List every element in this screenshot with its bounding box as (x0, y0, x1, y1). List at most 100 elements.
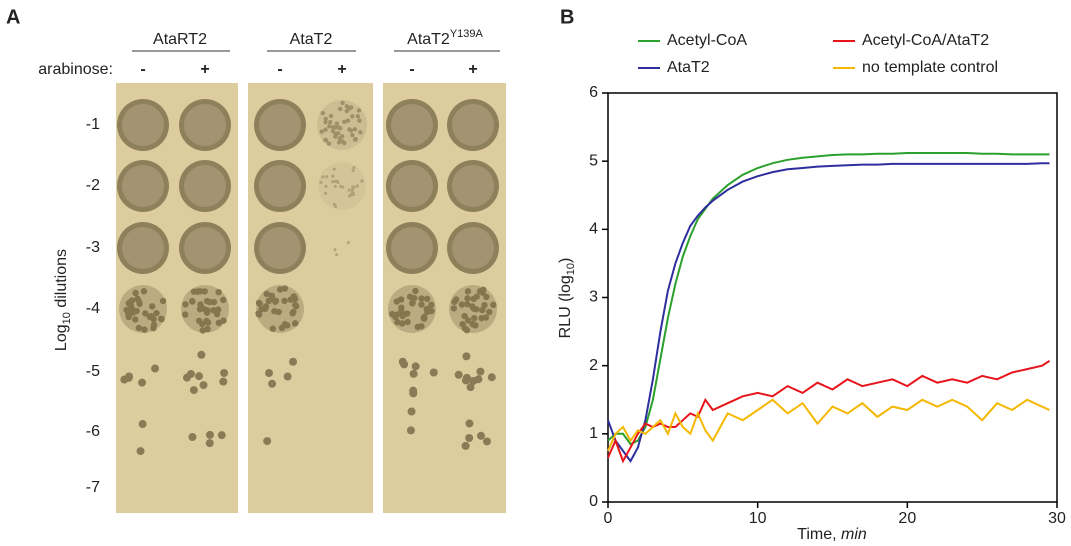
x-tick-label: 0 (604, 510, 613, 527)
colony (291, 320, 299, 327)
spot (184, 227, 226, 269)
colony (350, 132, 355, 138)
colony (458, 301, 466, 308)
condition-sign: - (277, 61, 282, 78)
colony (463, 300, 471, 308)
colony (345, 118, 351, 123)
colony (429, 368, 438, 377)
spot (184, 165, 226, 207)
colony (281, 285, 289, 292)
colony (482, 437, 491, 446)
colony (278, 324, 286, 332)
colony (412, 287, 419, 295)
colony (407, 407, 416, 416)
colony (320, 110, 325, 116)
dilution-label: -1 (86, 116, 100, 133)
spot (391, 104, 433, 146)
y-axis-label: RLU (log10) (557, 258, 577, 339)
colony (323, 138, 329, 143)
colony (409, 299, 416, 306)
colony (393, 298, 401, 305)
colony (195, 372, 204, 381)
colony (428, 307, 435, 315)
label-text: Log (53, 324, 70, 351)
colony (196, 305, 204, 313)
colony (464, 288, 472, 295)
colony (479, 306, 486, 314)
colony (459, 321, 466, 328)
colony (125, 372, 134, 381)
legend-label: Acetyl-CoA/AtaT2 (862, 32, 989, 49)
colony (409, 369, 418, 378)
y-tick-label: 6 (589, 84, 598, 101)
condition-label: arabinose: (38, 61, 113, 78)
colony (182, 373, 191, 382)
label-text: Time, (797, 526, 841, 543)
axis-label: Log10 dilutions (53, 249, 73, 351)
colony (290, 308, 297, 316)
y-tick-label: 4 (589, 221, 598, 238)
colony (158, 315, 165, 323)
colony (125, 313, 132, 321)
spot (452, 165, 494, 207)
label-subscript: 10 (61, 312, 73, 324)
panel-label: B (560, 6, 574, 28)
colony (428, 301, 435, 309)
colony (356, 108, 362, 113)
label-subscript: 10 (565, 263, 577, 275)
panel-label: A (6, 6, 20, 28)
y-tick-label: 0 (589, 493, 598, 510)
dilution-label: -4 (86, 300, 100, 317)
colony (255, 299, 263, 307)
colony (328, 113, 334, 119)
colony (404, 318, 411, 326)
colony (182, 301, 189, 308)
colony (418, 323, 425, 330)
colony (347, 127, 352, 132)
colony (355, 114, 361, 119)
spot (452, 104, 494, 146)
colony (281, 297, 288, 305)
colony (220, 369, 229, 378)
dilution-label: -5 (86, 363, 100, 380)
spot (391, 165, 433, 207)
x-tick-label: 10 (749, 510, 767, 527)
colony (479, 289, 486, 296)
colony (138, 378, 147, 387)
colony (355, 184, 359, 188)
colony (340, 139, 345, 144)
colony (319, 129, 324, 134)
colony (136, 447, 145, 456)
colony (203, 317, 210, 325)
colony (324, 184, 328, 188)
colony (197, 301, 204, 308)
colony (265, 369, 274, 378)
colony (336, 180, 340, 184)
strain-label: AtaRT2 (153, 31, 207, 48)
dilution-label: -2 (86, 177, 100, 194)
colony (217, 431, 226, 440)
data-line (607, 152, 1050, 446)
colony (275, 308, 282, 316)
colony (335, 131, 341, 136)
colony (351, 192, 355, 197)
colony (276, 286, 284, 293)
colony (201, 288, 208, 295)
colony (352, 137, 358, 142)
y-tick-label: 3 (589, 289, 598, 306)
colony (331, 180, 335, 184)
condition-sign: - (409, 61, 414, 78)
colony (196, 288, 204, 295)
spot (122, 227, 164, 269)
colony (466, 383, 475, 392)
strain-label: AtaT2Y139A (407, 28, 483, 48)
colony (188, 297, 196, 305)
colony (135, 324, 143, 332)
spot (452, 227, 494, 269)
colony (268, 379, 277, 388)
colony (220, 296, 227, 304)
colony (134, 295, 141, 302)
colony (406, 293, 414, 300)
colony (398, 357, 407, 366)
colony (290, 293, 298, 300)
